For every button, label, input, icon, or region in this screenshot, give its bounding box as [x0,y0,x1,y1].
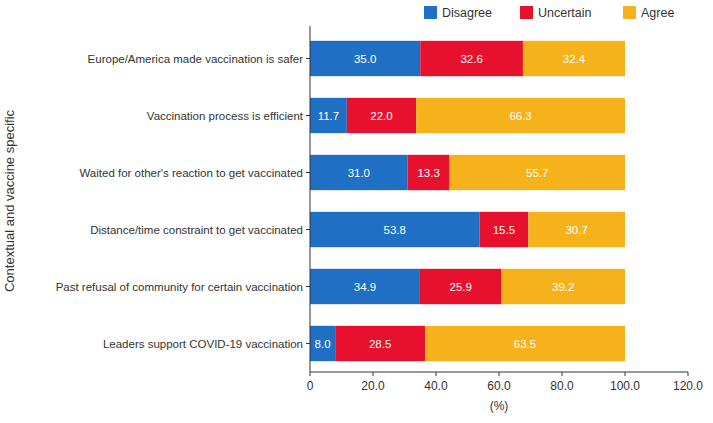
y-axis-title: Contextual and vaccine specific [2,109,17,292]
bar-segment [528,212,625,247]
y-axis-line [310,26,311,372]
data-label: 32.6 [460,53,482,65]
bar-segment [420,41,523,76]
data-label: 32.4 [563,53,586,65]
bar-segment [420,269,502,304]
bar-segment [408,155,450,190]
x-tick-label: 120.0 [673,379,703,393]
data-label: 55.7 [526,167,548,179]
legend-swatch [424,6,437,19]
data-label: 31.0 [348,167,370,179]
x-tick-label: 60.0 [487,379,511,393]
category-label: Waited for other's reaction to get vacci… [79,167,303,179]
bar-segment [450,155,625,190]
legend-swatch [520,6,533,19]
legend-label: Disagree [442,6,492,20]
data-label: 34.9 [354,281,376,293]
category-label: Europe/America made vaccination is safer [88,53,304,65]
data-label: 30.7 [565,224,587,236]
bar-segment [335,326,425,361]
legend-label: Agree [641,6,674,20]
bar-segment [502,269,625,304]
data-label: 66.3 [509,110,531,122]
x-tick [688,372,689,376]
category-label: Past refusal of community for certain va… [56,281,303,293]
category-label: Leaders support COVID-19 vaccination [103,338,303,350]
data-label: 35.0 [354,53,376,65]
y-tick [306,115,310,116]
data-label: 11.7 [318,110,340,122]
x-tick [436,372,437,376]
x-tick-label: 100.0 [610,379,640,393]
y-tick [306,286,310,287]
x-tick-label: 80.0 [550,379,574,393]
bar-segment [425,326,625,361]
x-tick [373,372,374,376]
bar-segment [310,326,335,361]
x-tick [310,372,311,376]
legend-label: Uncertain [538,6,592,20]
y-tick [306,58,310,59]
bar-segment [310,98,347,133]
data-label: 63.5 [514,338,536,350]
bar-segment [310,155,408,190]
y-tick [306,229,310,230]
data-label: 8.0 [315,338,331,350]
bar-segment [479,212,528,247]
data-label: 25.9 [450,281,472,293]
x-tick-label: 40.0 [424,379,448,393]
data-label: 22.0 [370,110,392,122]
category-label: Vaccination process is efficient [147,110,304,122]
bar-segment [523,41,625,76]
x-tick [499,372,500,376]
bars [310,41,625,361]
data-label: 28.5 [369,338,391,350]
data-label: 53.8 [384,224,406,236]
y-tick [306,172,310,173]
bar-segment [347,98,416,133]
x-tick [625,372,626,376]
category-label: Distance/time constraint to get vaccinat… [90,224,303,236]
x-axis-title: (%) [490,399,509,413]
y-tick [306,343,310,344]
chart: 35.0 32.6 32.4 11.7 22.0 66.3 31.0 13.3 55.7 53.8… [0,0,713,423]
x-tick-label: 0 [307,379,314,393]
bar-segment [416,98,625,133]
data-labels: 35.0 32.6 32.4 11.7 22.0 66.3 31.0 13.3 55.7 53.8… [315,53,588,350]
legend-swatch [623,6,636,19]
x-tick-label: 20.0 [361,379,385,393]
data-label: 39.2 [552,281,574,293]
data-label: 15.5 [493,224,515,236]
x-tick [562,372,563,376]
legend: Disagree Uncertain Agree [424,6,674,20]
bar-segment [310,212,479,247]
data-label: 13.3 [417,167,439,179]
bar-segment [310,41,420,76]
bar-segment [310,269,420,304]
